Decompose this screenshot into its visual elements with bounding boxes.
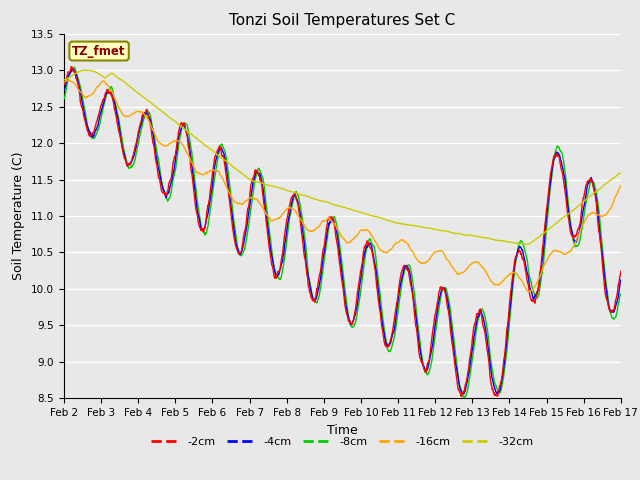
Legend: -2cm, -4cm, -8cm, -16cm, -32cm: -2cm, -4cm, -8cm, -16cm, -32cm <box>147 432 538 451</box>
Y-axis label: Soil Temperature (C): Soil Temperature (C) <box>12 152 26 280</box>
X-axis label: Time: Time <box>327 424 358 437</box>
Text: TZ_fmet: TZ_fmet <box>72 45 126 58</box>
Title: Tonzi Soil Temperatures Set C: Tonzi Soil Temperatures Set C <box>229 13 456 28</box>
